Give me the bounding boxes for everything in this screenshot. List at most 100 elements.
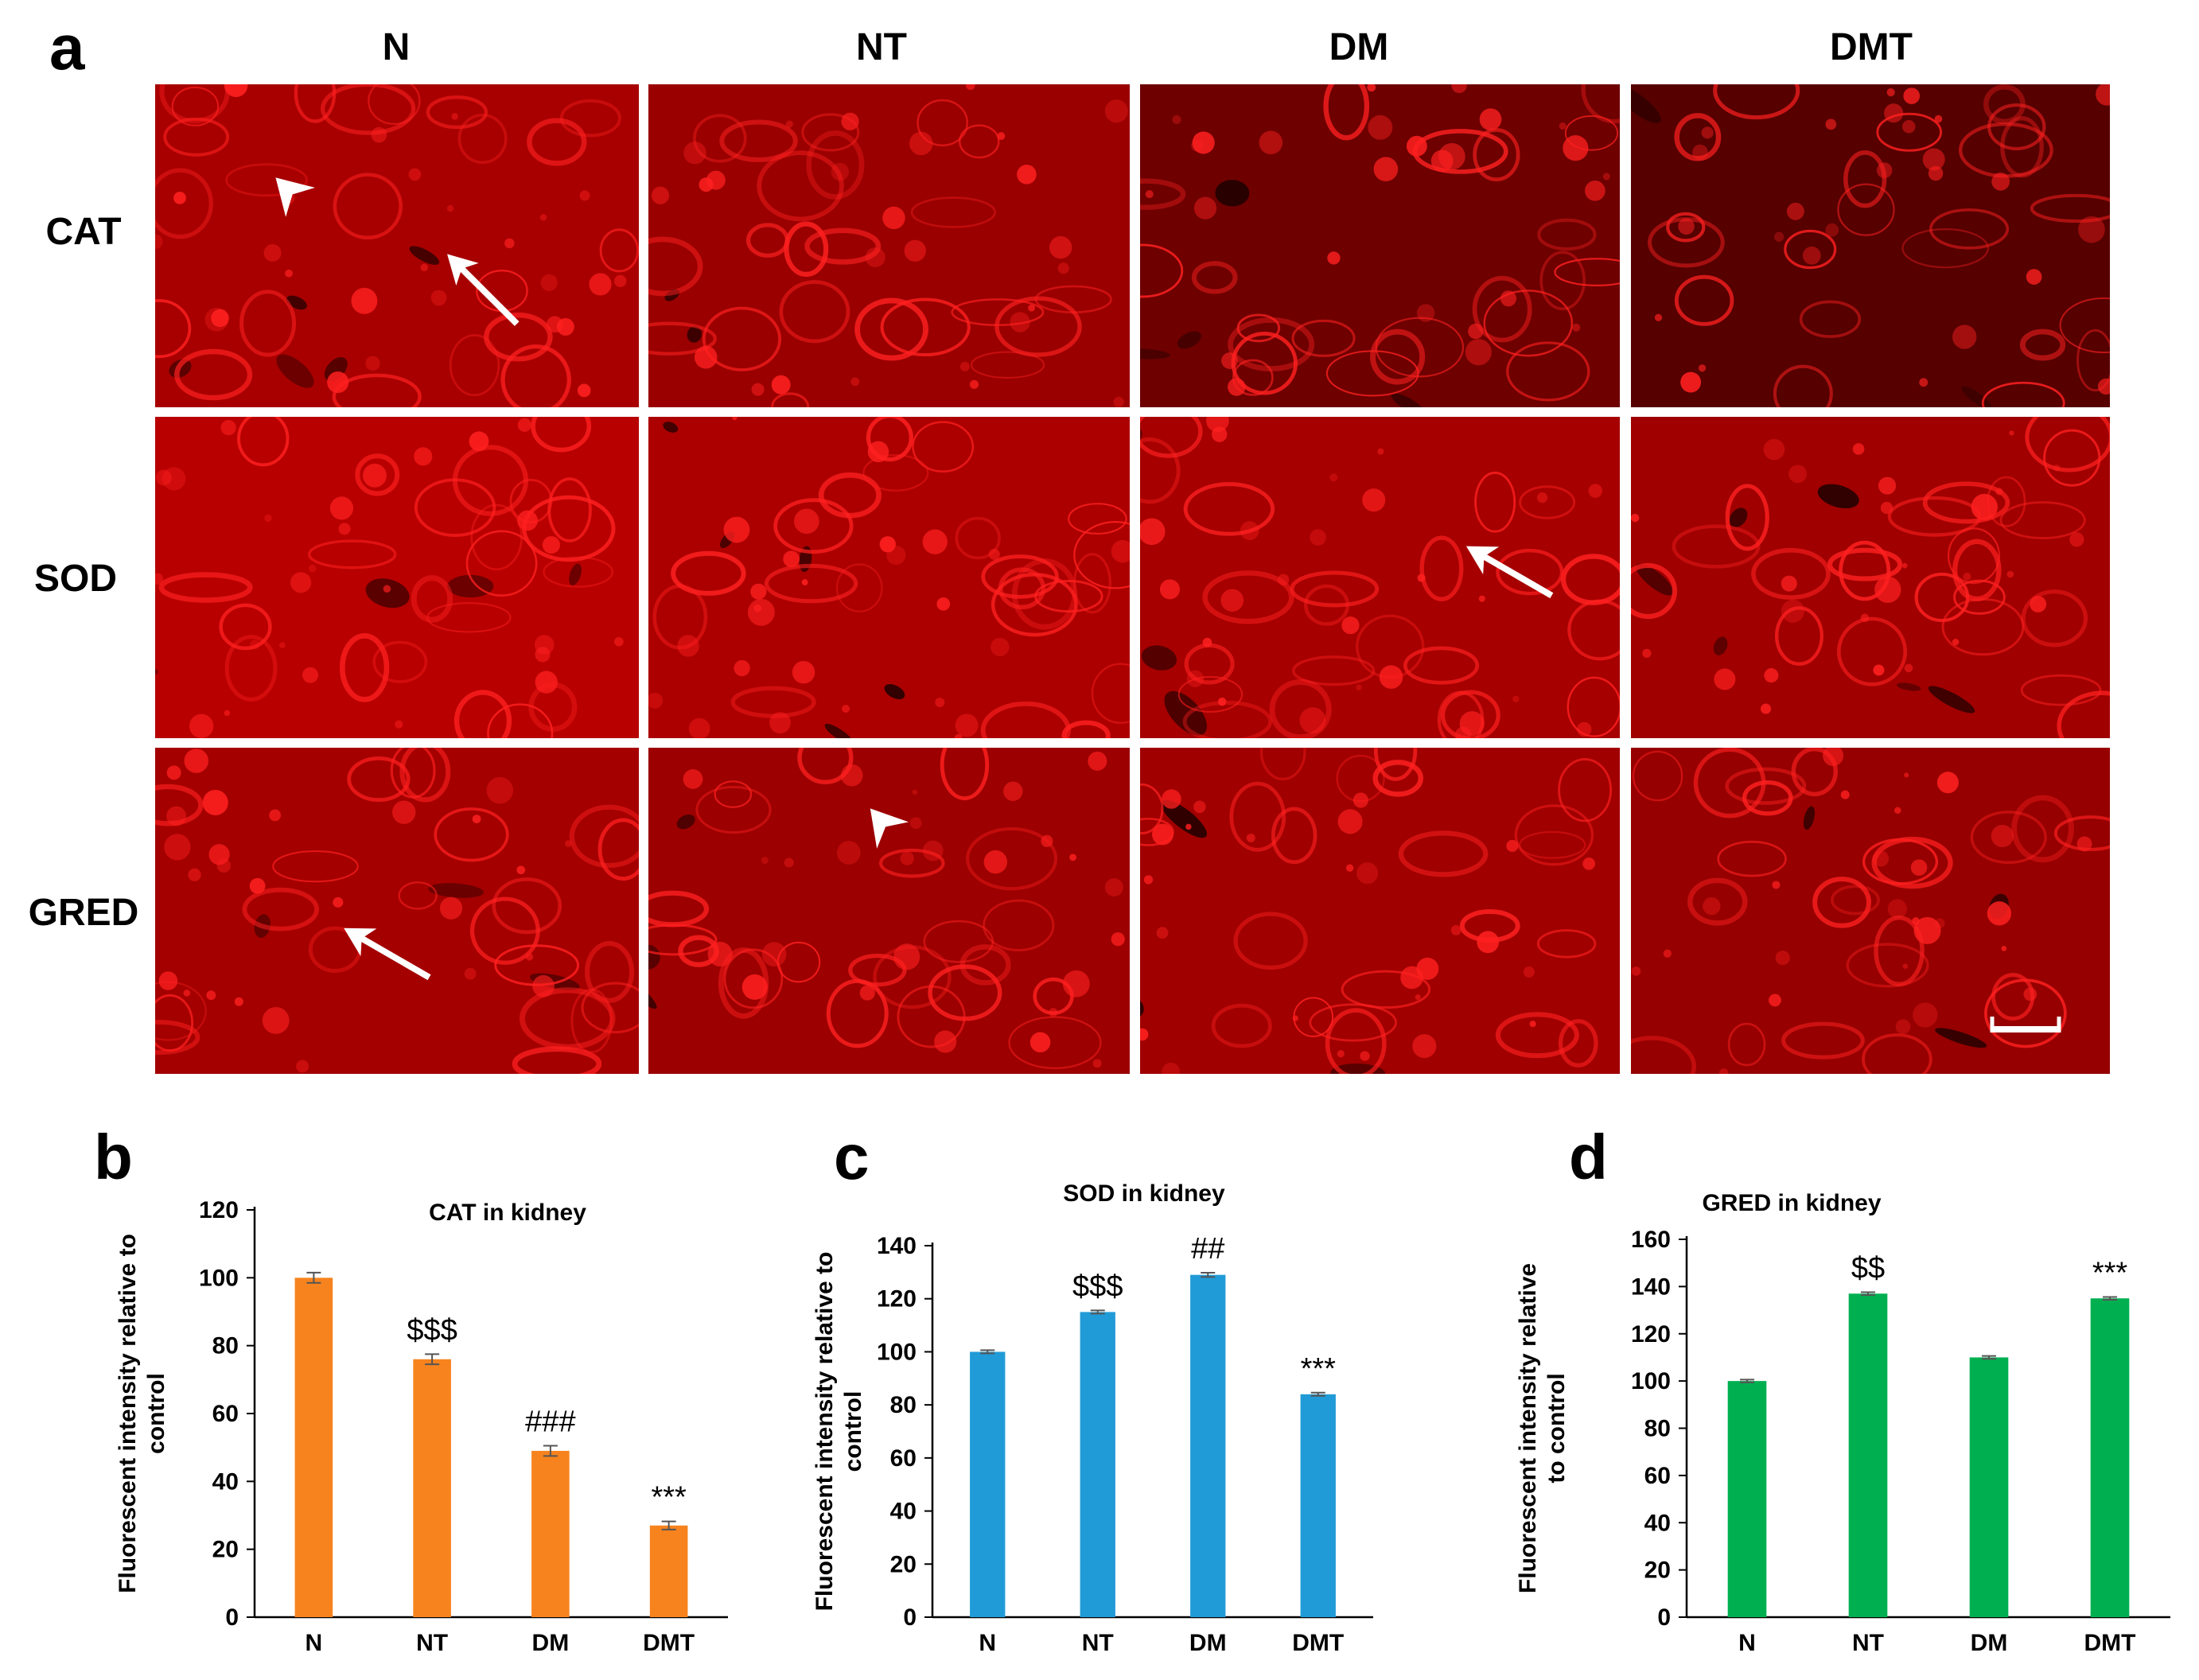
significance-label-nt: $$	[1851, 1252, 1885, 1285]
column-label-dmt: DMT	[1830, 26, 1913, 68]
micrograph-sod-dmt	[1631, 417, 2110, 738]
scale-bar	[1990, 1017, 2061, 1032]
row-label-sod: SOD	[33, 558, 117, 600]
x-tick-label-nt: NT	[416, 1630, 448, 1656]
bar-dmt	[649, 1525, 688, 1617]
x-tick-label-dm: DM	[532, 1630, 570, 1656]
column-label-nt: NT	[856, 26, 907, 68]
error-bar-dm	[543, 1445, 558, 1457]
y-tick-label: 40	[890, 1499, 917, 1525]
y-tick-label: 160	[1631, 1227, 1671, 1253]
y-axis-label-gred: Fluorescent intensity relative to control	[1515, 1263, 1570, 1593]
significance-label-nt: $$$	[407, 1313, 457, 1347]
micrograph-cat-n	[155, 84, 639, 407]
error-bar-dm	[1201, 1272, 1216, 1278]
x-tick-label-dmt: DMT	[643, 1630, 695, 1656]
y-tick-label: 60	[212, 1401, 239, 1427]
significance-label-nt: $$$	[1072, 1270, 1123, 1303]
y-tick-label: 60	[890, 1445, 917, 1472]
x-tick-label-nt: NT	[1082, 1630, 1114, 1656]
y-tick-label: 120	[199, 1197, 239, 1223]
micrograph-gred-nt	[648, 748, 1130, 1074]
x-tick-label-dmt: DMT	[1292, 1630, 1344, 1656]
bar-n	[1727, 1381, 1767, 1617]
arrow-marker-icon	[447, 254, 520, 326]
y-tick-label: 120	[877, 1286, 917, 1312]
y-tick-label: 100	[199, 1265, 239, 1291]
y-tick-label: 120	[1631, 1321, 1671, 1348]
column-label-n: N	[382, 26, 411, 68]
significance-label-dmt: ***	[1301, 1352, 1337, 1386]
arrowhead-marker-icon	[275, 177, 315, 217]
micrograph-sod-nt	[648, 417, 1130, 738]
y-tick-label: 80	[1644, 1416, 1671, 1442]
chart-title-gred: GRED in kidney	[1702, 1190, 1881, 1216]
y-tick-label: 40	[1644, 1510, 1671, 1536]
chart-cat-in-kidney: b CAT in kidney Fluorescent intensity rela…	[94, 1122, 728, 1656]
error-bar-n	[980, 1349, 995, 1355]
y-tick-label: 0	[225, 1604, 239, 1631]
micrograph-cat-dm	[1140, 84, 1620, 407]
y-tick-label: 100	[877, 1339, 917, 1365]
micrograph-gred-dmt	[1631, 748, 2110, 1074]
bar-dmt	[1300, 1394, 1336, 1617]
bar-nt	[1848, 1293, 1888, 1617]
y-axis-label-sod: Fluorescent intensity relative to control	[811, 1252, 866, 1612]
y-tick-label: 40	[212, 1468, 239, 1495]
panel-b-letter: b	[94, 1122, 133, 1192]
bar-dmt	[2090, 1298, 2130, 1617]
arrowhead-marker-icon	[870, 808, 909, 849]
error-bar-dmt	[1310, 1391, 1325, 1397]
y-tick-label: 20	[890, 1551, 917, 1577]
bar-nt	[413, 1359, 451, 1617]
panel-a-letter: a	[49, 12, 85, 83]
significance-label-dmt: ***	[2092, 1256, 2128, 1289]
error-bar-n	[1740, 1379, 1754, 1383]
error-bar-nt	[1861, 1291, 1875, 1297]
chart-gred-in-kidney: d GRED in kidney Fluorescent intensity rel…	[1515, 1122, 2170, 1656]
x-tick-label-n: N	[1738, 1630, 1756, 1656]
column-label-dm: DM	[1329, 26, 1389, 68]
y-tick-label: 80	[212, 1333, 239, 1359]
significance-label-dm: ###	[525, 1406, 575, 1439]
chart-sod-in-kidney: c SOD in kidney Fluorescent intensity rela…	[811, 1122, 1373, 1656]
micrograph-gred-dm	[1140, 748, 1620, 1074]
x-tick-label-n: N	[979, 1630, 996, 1656]
error-bar-dmt	[2103, 1296, 2117, 1301]
error-bar-dmt	[661, 1520, 676, 1530]
y-tick-label: 60	[1644, 1463, 1671, 1489]
bar-dm	[1969, 1357, 2009, 1617]
bar-n	[294, 1278, 333, 1617]
bar-dm	[1190, 1274, 1226, 1617]
x-tick-label-dm: DM	[1189, 1630, 1227, 1656]
significance-label-dmt: ***	[651, 1481, 687, 1515]
y-tick-label: 80	[890, 1392, 917, 1418]
significance-label-dm: ##	[1191, 1232, 1224, 1266]
error-bar-nt	[425, 1353, 440, 1366]
x-tick-label-dm: DM	[1971, 1630, 2008, 1656]
y-tick-label: 140	[877, 1233, 917, 1259]
row-label-cat: CAT	[45, 211, 122, 253]
error-bar-n	[306, 1271, 321, 1284]
y-axis-label-cat: Fluorescent intensity relative to control	[115, 1234, 169, 1593]
micrograph-sod-n	[155, 417, 639, 738]
y-tick-label: 100	[1631, 1368, 1671, 1394]
bar-n	[970, 1351, 1006, 1617]
y-tick-label: 0	[903, 1604, 917, 1631]
y-tick-label: 20	[1644, 1558, 1671, 1584]
micrograph-cat-nt	[648, 84, 1130, 407]
y-tick-label: 20	[212, 1537, 239, 1563]
micrograph-gred-n	[155, 748, 639, 1074]
arrow-marker-icon	[1465, 546, 1554, 599]
y-tick-label: 140	[1631, 1274, 1671, 1300]
bar-nt	[1080, 1312, 1115, 1617]
bar-dm	[531, 1450, 570, 1617]
error-bar-dm	[1982, 1355, 1996, 1360]
chart-title-cat: CAT in kidney	[429, 1200, 586, 1226]
panel-c-letter: c	[834, 1122, 870, 1192]
chart-title-sod: SOD in kidney	[1063, 1180, 1225, 1207]
arrow-marker-icon	[344, 928, 431, 981]
x-tick-label-n: N	[306, 1630, 323, 1656]
x-tick-label-nt: NT	[1852, 1630, 1884, 1656]
micrograph-cat-dmt	[1631, 84, 2110, 407]
